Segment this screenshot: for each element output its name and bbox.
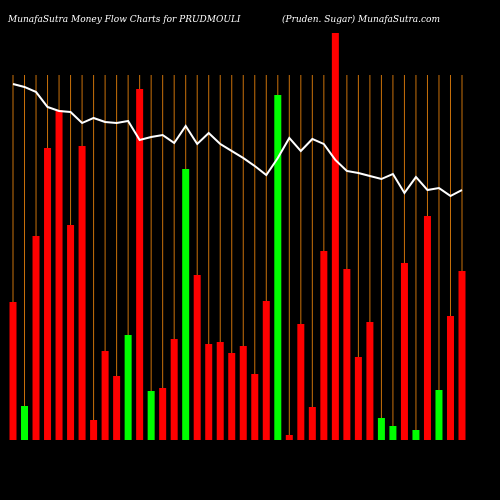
bar: [423, 216, 431, 440]
bar: [308, 407, 316, 440]
bar: [320, 251, 328, 440]
bar: [205, 344, 213, 440]
bar: [274, 95, 282, 440]
bar: [389, 426, 397, 440]
bar: [251, 374, 259, 440]
bar: [297, 324, 305, 440]
bar: [193, 275, 201, 440]
bar: [67, 225, 75, 440]
chart-title: MunafaSutra Money Flow Charts for PRUDMO…: [7, 15, 241, 25]
bar: [101, 351, 109, 440]
bar: [377, 418, 385, 440]
bar: [285, 435, 293, 440]
bar: [21, 406, 29, 440]
bar: [354, 357, 362, 440]
bar: [55, 110, 63, 440]
bar: [366, 322, 374, 440]
bar: [32, 236, 40, 440]
bar: [400, 263, 408, 440]
bar: [446, 316, 454, 440]
chart-subtitle: (Pruden. Sugar) MunafaSutra.com: [282, 14, 440, 25]
bar: [136, 89, 144, 440]
bar: [262, 301, 270, 440]
bar: [216, 342, 224, 440]
bar: [458, 271, 466, 440]
bar: [170, 339, 178, 440]
bar: [113, 376, 121, 440]
bar: [124, 335, 132, 440]
bar: [435, 390, 443, 440]
bar: [44, 148, 52, 440]
bar: [159, 388, 167, 440]
bar: [228, 353, 236, 440]
bar: [343, 269, 351, 440]
bar: [182, 169, 190, 440]
bar: [9, 302, 17, 440]
bar: [239, 346, 247, 440]
bar: [78, 146, 86, 440]
bar: [331, 33, 339, 440]
bar: [412, 430, 420, 440]
bar: [90, 420, 98, 440]
line: [12, 83, 463, 198]
bar: [147, 391, 155, 440]
